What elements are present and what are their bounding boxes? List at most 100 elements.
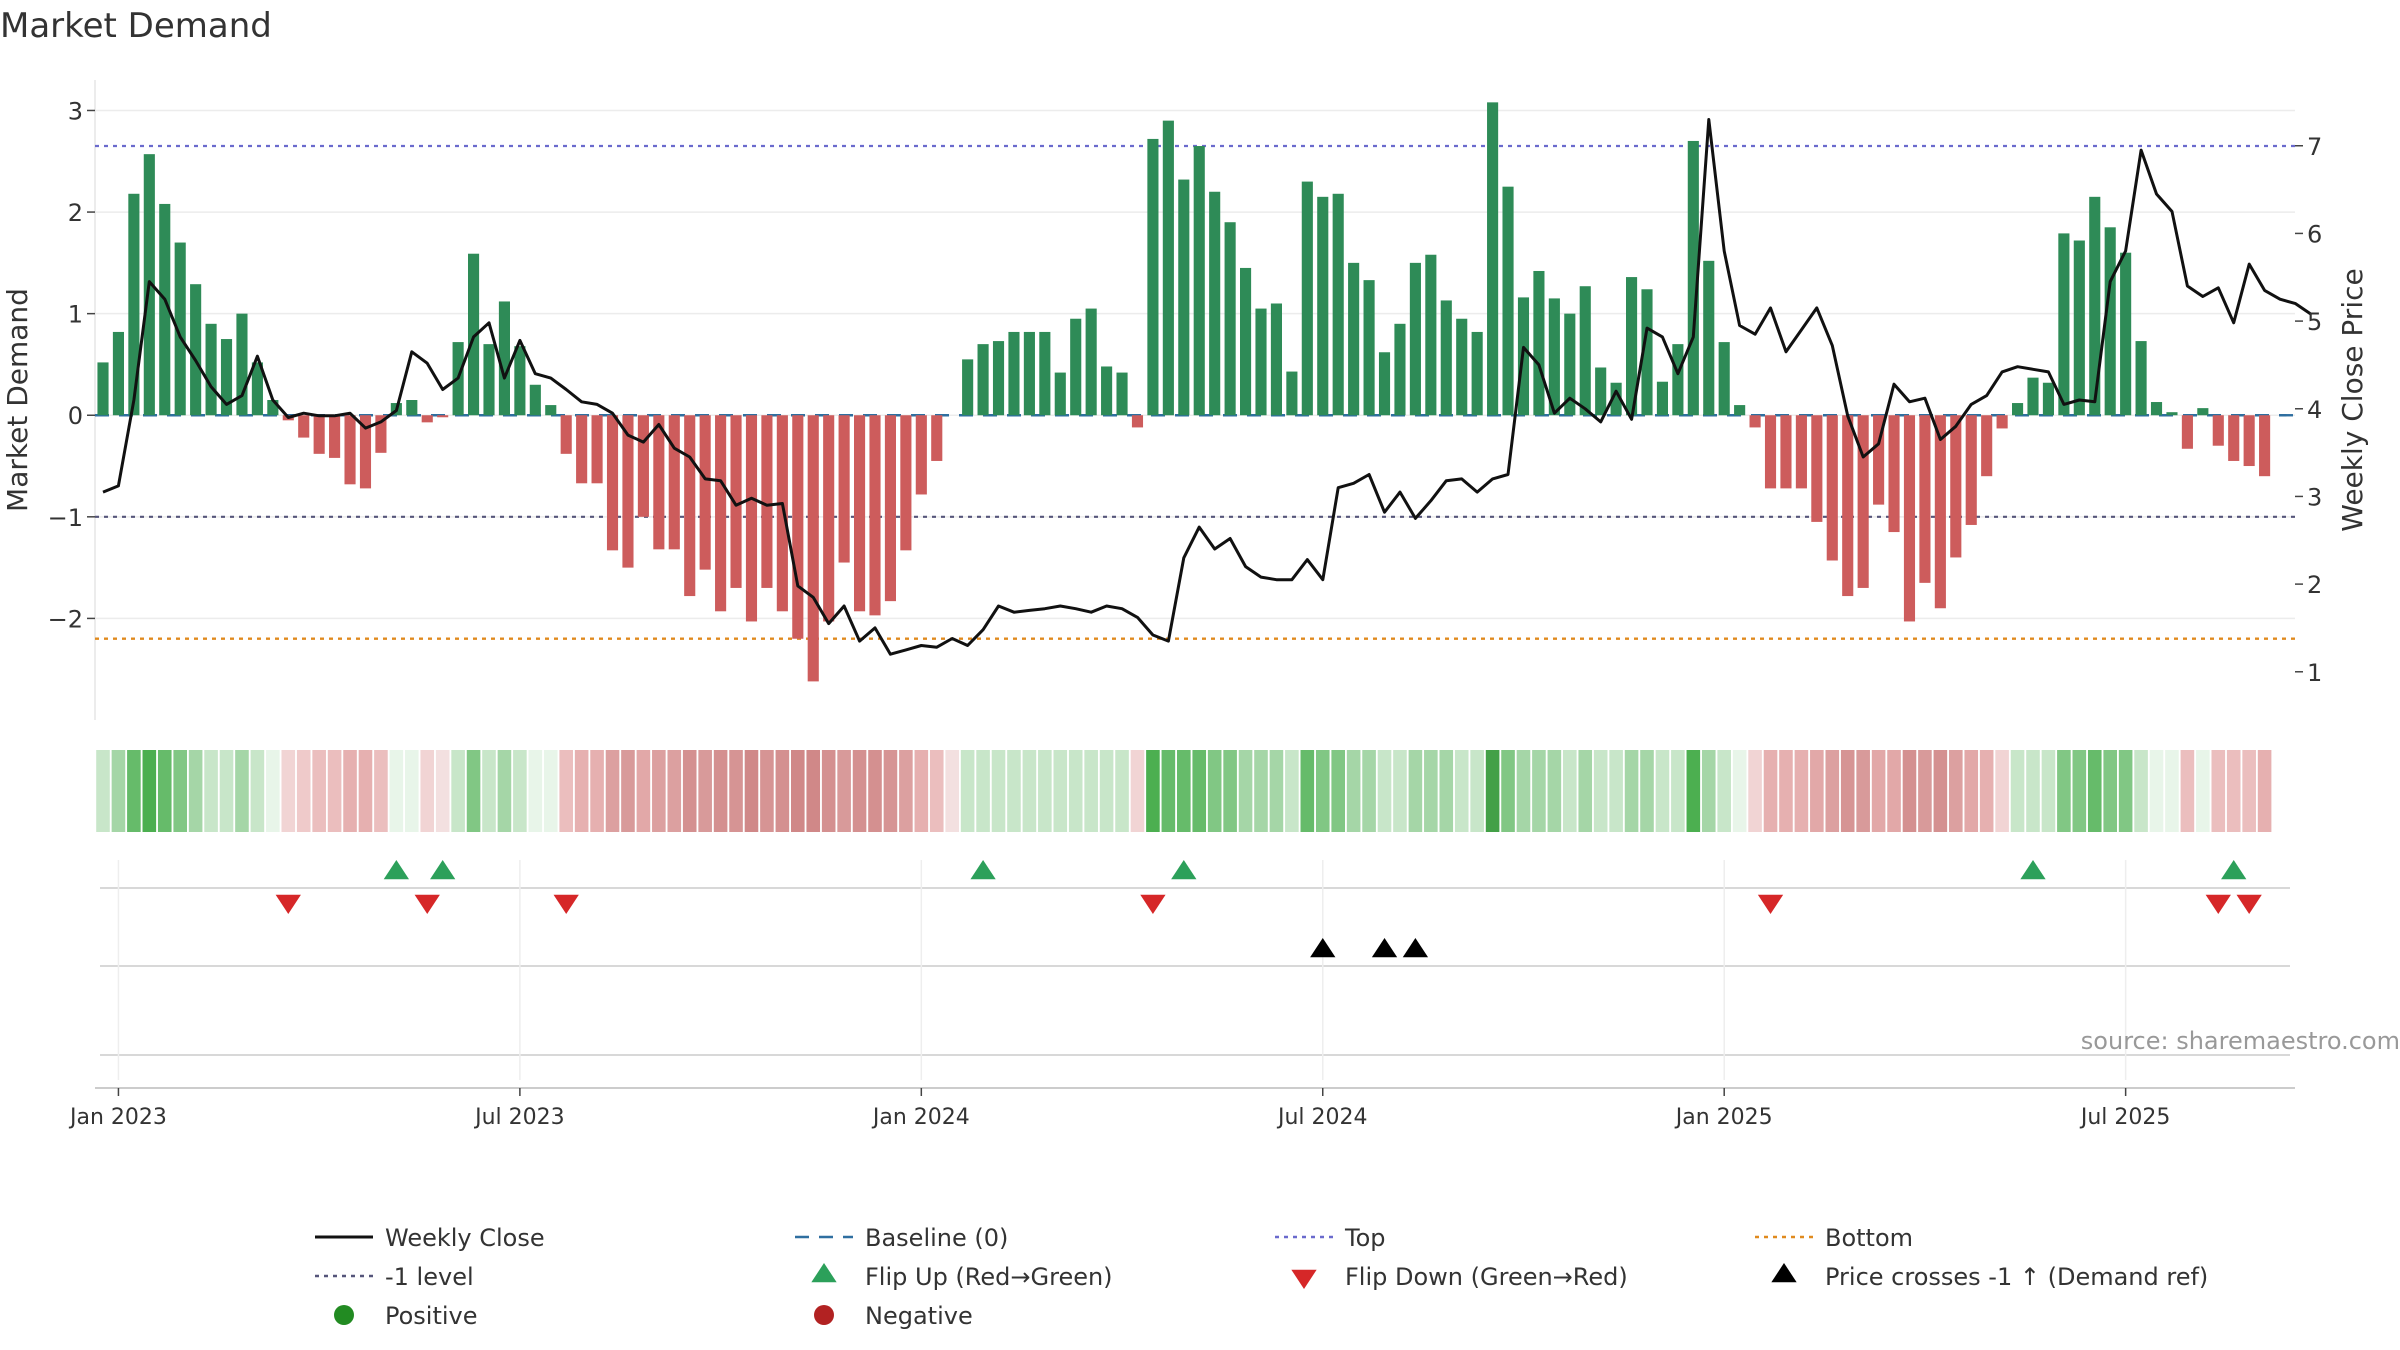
strip-cell (960, 750, 975, 832)
demand-bar (2120, 252, 2132, 416)
demand-bar (1008, 331, 1020, 416)
strip-cell (1099, 750, 1114, 832)
strip-cell (296, 750, 311, 832)
demand-bar (1687, 140, 1699, 416)
strip-cell (1856, 750, 1870, 832)
strip-cell (1902, 750, 1917, 832)
strip-cell (2226, 750, 2241, 832)
demand-bar (668, 415, 680, 550)
demand-bar (1656, 381, 1668, 416)
strip-cell (636, 750, 651, 832)
demand-bar (1703, 260, 1715, 416)
strip-cell (2057, 750, 2071, 832)
demand-bar (359, 415, 372, 489)
strip-cell (2196, 750, 2210, 832)
x-axis: Jan 2023 Jul 2023 Jan 2024 Jul 2024 Jan 2025… (68, 1087, 2295, 1130)
demand-bar (1394, 323, 1406, 416)
flip-down-marker (414, 894, 440, 914)
demand-bar (1533, 270, 1545, 416)
demand-bar (2058, 233, 2070, 416)
legend-label: Flip Down (Green→Red) (1345, 1263, 1628, 1291)
demand-bar (1178, 179, 1190, 416)
demand-bar (1888, 415, 1900, 533)
demand-bar (838, 415, 850, 563)
demand-bar (1795, 415, 1807, 489)
demand-bar (931, 415, 943, 461)
demand-bar (1780, 415, 1792, 489)
strip-cell (1177, 750, 1191, 832)
strip-cell (204, 750, 218, 832)
strip-cell (760, 750, 774, 832)
x-tick-label: Jul 2023 (473, 1105, 565, 1130)
demand-bar (236, 313, 248, 416)
strip-cell (1192, 750, 1207, 832)
strip-cell (744, 750, 759, 832)
strip-cell (435, 750, 450, 832)
demand-bar (1317, 196, 1329, 416)
strip-cell (1161, 750, 1176, 832)
strip-cell (1238, 750, 1253, 832)
strip-cell (1794, 750, 1809, 832)
strip-cell (343, 750, 357, 832)
demand-bar (1965, 415, 1977, 525)
strip-cell (1624, 750, 1639, 832)
strip-cell (127, 750, 141, 832)
strip-cell (1918, 750, 1932, 832)
demand-bar (900, 415, 912, 551)
strip-cell (2103, 750, 2117, 832)
strip-cell (1223, 750, 1237, 832)
demand-bar (2259, 415, 2271, 477)
legend-label: Weekly Close (385, 1224, 545, 1252)
strip-cell (1146, 750, 1160, 832)
demand-bar (329, 415, 341, 458)
demand-bar (1626, 277, 1638, 416)
strip-cell (96, 750, 110, 832)
demand-bar (1193, 146, 1205, 416)
demand-bar (2228, 415, 2240, 461)
demand-bar (1101, 366, 1113, 416)
flip-up-marker (970, 860, 996, 880)
strip-cell (1825, 750, 1840, 832)
strip-cell (1779, 750, 1793, 832)
legend-marker (1291, 1269, 1317, 1289)
flip-down-marker (1757, 894, 1784, 914)
strip-cell (2149, 750, 2164, 832)
strip-cell (837, 750, 851, 832)
demand-heat-strip (96, 750, 2272, 832)
demand-bar (190, 284, 202, 416)
demand-bar (1456, 318, 1468, 416)
demand-bar (1826, 415, 1838, 561)
strip-cell (250, 750, 265, 832)
strip-cell (374, 750, 388, 832)
demand-bar (205, 323, 217, 416)
demand-bar (174, 242, 186, 416)
strip-cell (2041, 750, 2056, 832)
flip-up-marker (383, 860, 410, 880)
demand-bar (1672, 344, 1684, 416)
demand-bar (1996, 415, 2008, 429)
demand-bar (776, 415, 788, 612)
demand-bar (1440, 300, 1452, 416)
strip-cell (1007, 750, 1021, 832)
y-tick-label: 0 (68, 402, 83, 430)
strip-cell (2026, 750, 2040, 832)
x-tick-label: Jan 2025 (1674, 1105, 1773, 1130)
y2-tick-label: 7 (2307, 133, 2322, 161)
demand-bar (1425, 254, 1437, 416)
demand-bar (792, 415, 804, 639)
demand-bar (962, 359, 974, 416)
demand-bar (2135, 341, 2147, 416)
demand-bar (2027, 377, 2039, 416)
legend-label: Bottom (1825, 1224, 1913, 1252)
demand-bar (1857, 415, 1869, 588)
strip-cell (1671, 750, 1685, 832)
strip-cell (281, 750, 296, 832)
strip-cell (1022, 750, 1037, 832)
strip-cell (1871, 750, 1886, 832)
strip-cell (142, 750, 157, 832)
strip-cell (266, 750, 280, 832)
strip-cell (1470, 750, 1484, 832)
demand-bar (1162, 120, 1174, 416)
y2-tick-label: 2 (2307, 571, 2322, 599)
strip-cell (1949, 750, 1963, 832)
